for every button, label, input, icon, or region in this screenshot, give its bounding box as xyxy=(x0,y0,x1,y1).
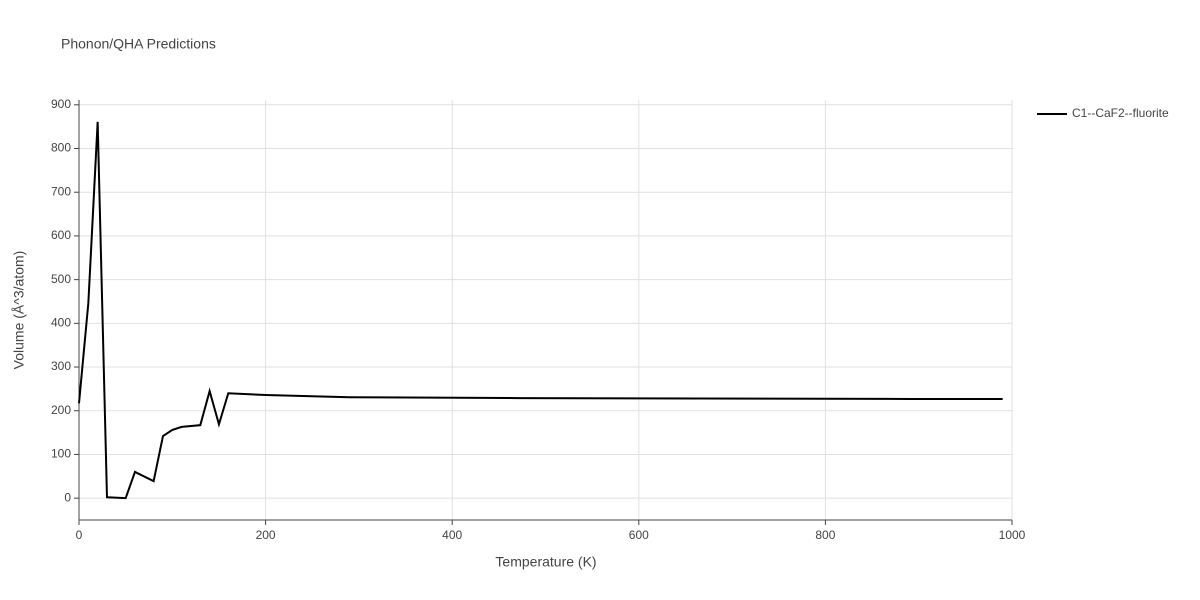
legend-label: C1--CaF2--fluorite xyxy=(1072,106,1169,120)
x-tick-label: 0 xyxy=(76,528,83,542)
data-line xyxy=(78,121,1003,500)
y-tick-label: 200 xyxy=(51,403,71,417)
y-axis-label: Volume (Å^3/atom) xyxy=(11,251,27,370)
x-tick-label: 200 xyxy=(256,528,276,542)
y-tick-label: 800 xyxy=(51,141,71,155)
chart-title: Phonon/QHA Predictions xyxy=(61,36,216,52)
y-tick-label: 100 xyxy=(51,447,71,461)
y-tick-label: 500 xyxy=(51,272,71,286)
y-tick-label: 600 xyxy=(51,228,71,242)
y-tick-label: 0 xyxy=(64,490,71,504)
x-axis-label: Temperature (K) xyxy=(495,554,596,570)
y-tick-label: 400 xyxy=(51,316,71,330)
x-tick-label: 1000 xyxy=(999,528,1026,542)
x-tick-label: 600 xyxy=(629,528,649,542)
y-tick-label: 900 xyxy=(51,97,71,111)
y-tick-label: 700 xyxy=(51,184,71,198)
y-tick-label: 300 xyxy=(51,359,71,373)
x-tick-label: 400 xyxy=(442,528,462,542)
x-tick-label: 800 xyxy=(815,528,835,542)
